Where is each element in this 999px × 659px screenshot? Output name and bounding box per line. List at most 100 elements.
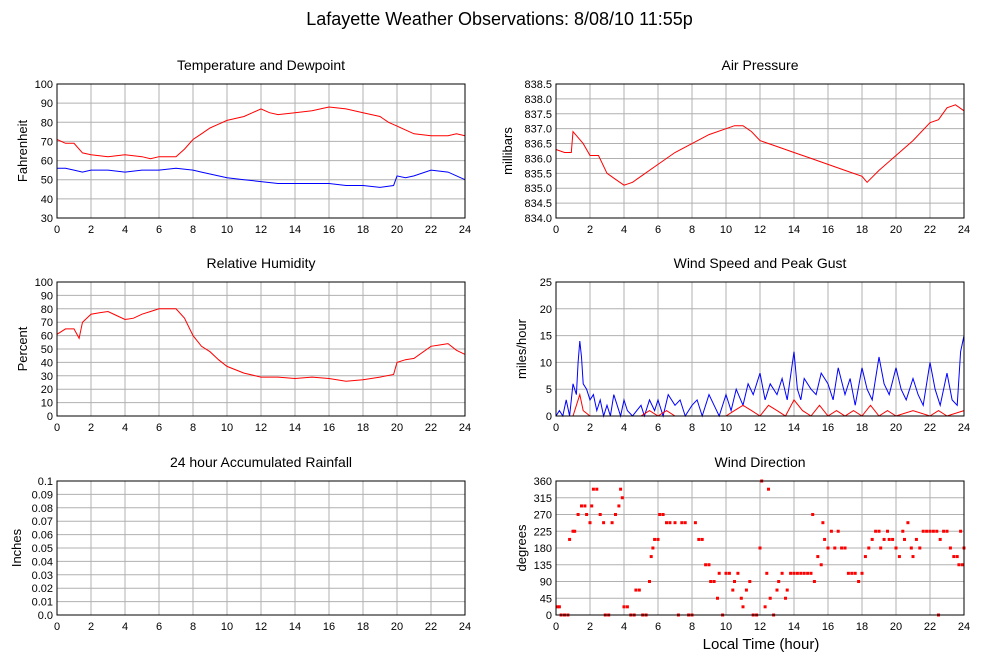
x-tick-label: 16: [323, 422, 335, 434]
x-tick-label: 16: [323, 224, 335, 236]
x-tick-label: 0: [54, 621, 60, 633]
y-tick-label: 25: [540, 277, 552, 289]
y-tick-label: 80: [41, 304, 53, 316]
y-tick-label: 836.0: [524, 153, 552, 165]
direction-point: [656, 537, 660, 541]
x-tick-label: 6: [655, 621, 661, 633]
direction-point: [850, 571, 854, 575]
direction-point: [598, 513, 602, 516]
direction-point: [909, 546, 913, 550]
direction-point: [727, 571, 731, 575]
direction-point: [812, 580, 816, 583]
direction-point: [651, 546, 655, 550]
direction-point: [697, 537, 701, 541]
x-tick-label: 20: [890, 621, 902, 633]
y-axis-label: degrees: [514, 524, 529, 571]
x-tick-label: 12: [754, 224, 766, 236]
y-tick-label: 225: [534, 526, 552, 538]
x-tick-label: 20: [391, 422, 403, 434]
x-tick-label: 24: [459, 224, 471, 236]
direction-point: [931, 529, 935, 533]
direction-point: [792, 571, 796, 575]
x-tick-label: 8: [689, 224, 695, 236]
direction-point: [634, 588, 638, 592]
direction-point: [891, 537, 895, 541]
x-tick-label: 0: [553, 224, 559, 236]
direction-point: [741, 605, 745, 609]
x-tick-label: 2: [88, 422, 94, 434]
direction-point: [957, 563, 961, 567]
x-tick-label: 2: [587, 224, 593, 236]
direction-point: [811, 513, 815, 516]
direction-point: [571, 529, 575, 533]
x-tick-label: 12: [754, 422, 766, 434]
page-title: Lafayette Weather Observations: 8/08/10 …: [306, 9, 693, 29]
series-line: [56, 106, 466, 160]
direction-point: [610, 521, 614, 525]
x-tick-label: 8: [190, 422, 196, 434]
x-tick-label: 20: [391, 224, 403, 236]
chart-title: Wind Direction: [714, 454, 805, 470]
y-tick-label: 0.05: [32, 543, 53, 555]
x-tick-label: 10: [221, 224, 233, 236]
direction-point: [602, 521, 606, 525]
direction-point: [955, 555, 959, 559]
chart-title: 24 hour Accumulated Rainfall: [170, 454, 352, 470]
direction-point: [620, 496, 624, 500]
x-tick-label: 6: [156, 621, 162, 633]
y-tick-label: 0.06: [32, 530, 53, 542]
direction-point: [840, 546, 844, 550]
direction-point: [712, 580, 716, 583]
x-tick-label: 16: [822, 621, 834, 633]
direction-point: [704, 563, 708, 567]
direction-point: [585, 513, 589, 516]
x-tick-label: 4: [621, 422, 627, 434]
y-tick-label: 40: [41, 194, 53, 206]
direction-point: [625, 605, 629, 609]
direction-point: [959, 529, 963, 533]
direction-point: [823, 537, 827, 541]
y-tick-label: 5: [546, 384, 552, 396]
direction-point: [649, 555, 653, 559]
y-tick-label: 80: [41, 117, 53, 129]
y-tick-label: 0.08: [32, 503, 53, 515]
direction-point: [906, 521, 910, 525]
x-tick-label: 4: [122, 621, 128, 633]
y-tick-label: 15: [540, 331, 552, 343]
x-tick-label: 14: [788, 224, 800, 236]
x-axis-label: Local Time (hour): [703, 636, 820, 653]
series-line: [57, 167, 466, 188]
direction-point: [780, 571, 784, 575]
x-tick-label: 14: [289, 621, 301, 633]
x-tick-label: 24: [459, 422, 471, 434]
x-tick-label: 20: [391, 621, 403, 633]
y-tick-label: 30: [41, 213, 53, 225]
x-tick-label: 22: [924, 422, 936, 434]
y-tick-label: 0.04: [32, 556, 53, 568]
direction-point: [877, 529, 881, 533]
direction-point: [763, 605, 767, 609]
y-tick-label: 0: [546, 610, 552, 622]
y-tick-label: 20: [540, 304, 552, 316]
x-tick-label: 16: [323, 621, 335, 633]
y-axis-label: miles/hour: [514, 318, 529, 379]
direction-point: [768, 596, 772, 600]
direction-point: [870, 537, 874, 541]
y-tick-label: 0.03: [32, 570, 53, 582]
direction-point: [809, 571, 813, 575]
y-tick-label: 10: [41, 398, 53, 410]
x-tick-label: 14: [289, 224, 301, 236]
x-tick-label: 24: [459, 621, 471, 633]
y-tick-label: 0.09: [32, 489, 53, 501]
x-tick-label: 4: [621, 621, 627, 633]
direction-point: [853, 571, 857, 575]
x-tick-label: 24: [958, 422, 970, 434]
x-tick-label: 18: [856, 224, 868, 236]
x-tick-label: 16: [822, 224, 834, 236]
y-tick-label: 100: [35, 277, 53, 289]
direction-point: [789, 571, 793, 575]
x-tick-label: 14: [289, 422, 301, 434]
x-tick-label: 12: [255, 422, 267, 434]
